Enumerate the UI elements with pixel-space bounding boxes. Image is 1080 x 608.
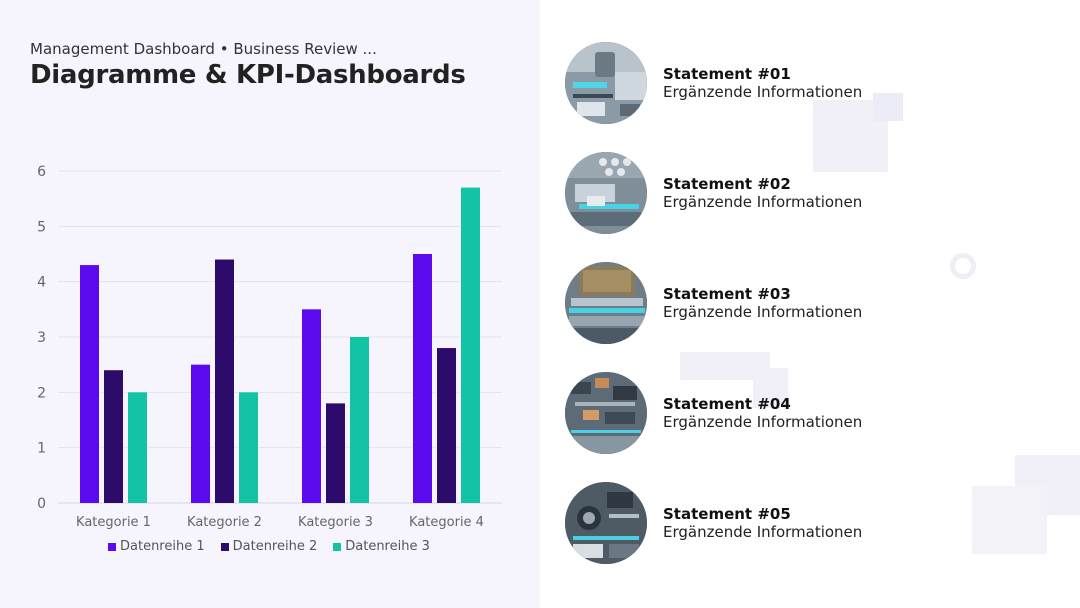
y-tick-label: 4 (37, 275, 46, 291)
legend-item-series-2: Datenreihe 2 (220, 539, 318, 554)
y-tick-label: 5 (37, 219, 46, 235)
chart-legend: Datenreihe 1 Datenreihe 2 Datenreihe 3 (108, 539, 430, 554)
statement-4: Statement #04 Ergänzende Informationen (565, 372, 1045, 456)
circuit-board-photo-icon (565, 372, 647, 454)
legend-item-series-3: Datenreihe 3 (333, 539, 430, 554)
bar-3-2 (239, 392, 258, 503)
x-tick-label: Kategorie 1 (76, 515, 151, 530)
bar-chart: 0 1 2 3 4 5 6 Kategorie 1 Kategorie 2 Kategorie 3… (37, 164, 502, 530)
y-tick-label: 2 (37, 385, 46, 401)
circuit-board-photo-icon (565, 152, 647, 234)
x-tick-label: Kategorie 3 (298, 515, 373, 530)
decor-square (873, 93, 903, 121)
y-tick-label: 6 (37, 164, 46, 180)
bar-2-4 (437, 348, 456, 503)
x-tick-label: Kategorie 2 (187, 515, 262, 530)
legend-swatch (333, 542, 342, 551)
statement-title: Statement #03 (663, 285, 791, 303)
statement-subtitle: Ergänzende Informationen (663, 413, 863, 431)
bar-1-2 (191, 364, 210, 503)
y-tick-label: 3 (37, 330, 46, 346)
page-subtitle: Management Dashboard • Business Review .… (30, 40, 377, 58)
bar-2-3 (326, 403, 345, 503)
cpu-chip-photo-icon (565, 262, 647, 344)
decor-ring (950, 253, 976, 279)
statement-subtitle: Ergänzende Informationen (663, 523, 863, 541)
bar-1-3 (302, 309, 321, 503)
bar-1-4 (413, 254, 432, 503)
bar-2-1 (104, 370, 123, 503)
statement-3: Statement #03 Ergänzende Informationen (565, 262, 1045, 346)
circuit-board-photo-icon (565, 482, 647, 564)
statement-2: Statement #02 Ergänzende Informationen (565, 152, 1045, 236)
legend-label: Datenreihe 2 (232, 539, 318, 554)
statement-1: Statement #01 Ergänzende Informationen (565, 42, 1045, 126)
bar-3-3 (350, 337, 369, 503)
circuit-board-photo-icon (565, 42, 647, 124)
bar-3-4 (461, 187, 480, 503)
decor-square (753, 368, 788, 408)
bar-2-2 (215, 259, 234, 503)
decor-square (972, 486, 1047, 554)
statement-subtitle: Ergänzende Informationen (663, 83, 863, 101)
statement-title: Statement #01 (663, 65, 791, 83)
y-tick-label: 0 (37, 496, 46, 512)
legend-label: Datenreihe 3 (345, 539, 430, 554)
y-tick-label: 1 (37, 441, 46, 457)
page-title: Diagramme & KPI-Dashboards (30, 60, 466, 90)
bar-1-1 (80, 265, 99, 503)
statement-title: Statement #05 (663, 505, 791, 523)
x-tick-label: Kategorie 4 (409, 515, 484, 530)
legend-item-series-1: Datenreihe 1 (108, 539, 205, 554)
legend-label: Datenreihe 1 (120, 539, 205, 554)
statement-5: Statement #05 Ergänzende Informationen (565, 482, 1045, 566)
bar-3-1 (128, 392, 147, 503)
legend-swatch (108, 542, 116, 551)
statement-title: Statement #04 (663, 395, 791, 413)
statement-subtitle: Ergänzende Informationen (663, 193, 863, 211)
legend-swatch (220, 542, 229, 551)
statement-subtitle: Ergänzende Informationen (663, 303, 863, 321)
statement-title: Statement #02 (663, 175, 791, 193)
